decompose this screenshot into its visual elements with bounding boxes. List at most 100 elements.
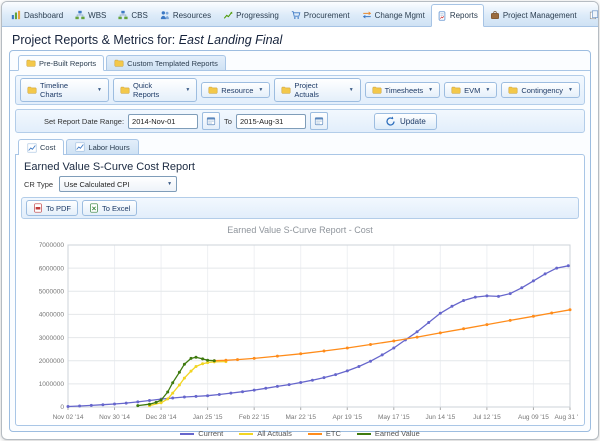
date-to-label: To xyxy=(224,116,232,126)
page-title-prefix: Project Reports & Metrics for: xyxy=(12,33,179,47)
chevron-down-icon: ▼ xyxy=(167,180,173,187)
top-tab-change-mgmt[interactable]: Change Mgmt xyxy=(356,4,431,26)
date-to-calendar-button[interactable] xyxy=(309,112,328,130)
to-excel-button[interactable]: To Excel xyxy=(82,200,138,216)
view-tabs: Cost Labor Hours xyxy=(10,133,590,155)
menu-label: EVM xyxy=(464,85,481,95)
folder-icon xyxy=(27,85,37,95)
caret-down-icon: ▼ xyxy=(485,86,491,93)
excel-icon xyxy=(89,203,99,213)
date-range-label: Set Report Date Range: xyxy=(44,116,125,126)
cr-type-label: CR Type xyxy=(24,179,54,189)
tab-pre-built-reports[interactable]: Pre-Built Reports xyxy=(18,55,105,71)
tab-custom-templated-reports[interactable]: Custom Templated Reports xyxy=(106,55,226,70)
menu-label: Project Actuals xyxy=(294,81,319,99)
tab-labor-hours[interactable]: Labor Hours xyxy=(66,139,139,154)
cr-type-select[interactable]: Use Calculated CPI ▼ xyxy=(59,176,178,192)
tab-label: Resources xyxy=(172,10,212,20)
button-label: To Excel xyxy=(102,203,131,213)
svg-text:Apr 19 '15: Apr 19 '15 xyxy=(333,414,363,421)
tab-label: Dashboard xyxy=(24,10,64,20)
project-actuals-menu[interactable]: Project Actuals ▼ xyxy=(274,78,361,102)
export-toolbar: To PDF To Excel xyxy=(21,197,579,219)
top-tab-dashboard[interactable]: Dashboard xyxy=(5,4,69,26)
pdf-icon xyxy=(33,203,43,213)
svg-text:Jan 25 '15: Jan 25 '15 xyxy=(193,414,223,421)
svg-text:2000000: 2000000 xyxy=(39,358,65,365)
timeline-charts-menu[interactable]: Timeline Charts ▼ xyxy=(20,78,109,102)
resource-menu[interactable]: Resource ▼ xyxy=(201,82,271,98)
update-button[interactable]: Update xyxy=(373,112,437,130)
calendar-icon xyxy=(314,116,324,126)
tab-label: Labor Hours xyxy=(88,142,130,152)
legend-item[interactable]: All Actuals xyxy=(239,429,292,438)
svg-text:Dec 28 '14: Dec 28 '14 xyxy=(146,414,177,421)
svg-text:4000000: 4000000 xyxy=(39,312,65,319)
menu-label: Contingency xyxy=(521,85,564,95)
reports-panel: Pre-Built Reports Custom Templated Repor… xyxy=(9,50,591,438)
date-to-input[interactable] xyxy=(235,113,306,129)
top-tab-project-management[interactable]: Project Management xyxy=(484,4,583,26)
project-name: East Landing Final xyxy=(178,33,283,47)
folder-icon xyxy=(114,58,124,68)
top-tab-procurement[interactable]: Procurement xyxy=(285,4,356,26)
legend-label: Earned Value xyxy=(374,429,420,438)
caret-down-icon: ▼ xyxy=(258,86,264,93)
folder-icon xyxy=(372,85,382,95)
tab-label: Progressing xyxy=(236,10,279,20)
tab-label: Custom Templated Reports xyxy=(127,58,218,68)
caret-down-icon: ▼ xyxy=(428,86,434,93)
legend-item[interactable]: ETC xyxy=(307,429,341,438)
svg-text:Jul 12 '15: Jul 12 '15 xyxy=(473,414,501,421)
cbs-icon xyxy=(118,10,128,20)
svg-text:7000000: 7000000 xyxy=(39,242,65,249)
wbs-icon xyxy=(75,10,85,20)
top-tab-wbs[interactable]: WBS xyxy=(69,4,112,26)
caret-down-icon: ▼ xyxy=(348,86,354,93)
tab-label: WBS xyxy=(88,10,107,20)
svg-text:5000000: 5000000 xyxy=(39,288,65,295)
timesheets-menu[interactable]: Timesheets ▼ xyxy=(364,82,441,98)
menu-label: Timeline Charts xyxy=(40,81,69,99)
evm-menu[interactable]: EVM ▼ xyxy=(444,82,498,98)
top-tab-resources[interactable]: Resources xyxy=(154,4,217,26)
scurve-chart: Earned Value S-Curve Report - Cost Nov 0… xyxy=(16,219,584,438)
refresh-icon xyxy=(385,116,396,127)
top-tab-reports[interactable]: Reports xyxy=(430,4,484,27)
chart-legend: Current All Actuals ETC Earned Value xyxy=(16,427,584,438)
report-tabs: Pre-Built Reports Custom Templated Repor… xyxy=(10,51,590,71)
to-pdf-button[interactable]: To PDF xyxy=(26,200,79,216)
legend-swatch xyxy=(307,432,322,435)
tab-cost[interactable]: Cost xyxy=(18,139,65,155)
folder-icon xyxy=(508,85,518,95)
dashboard-icon xyxy=(11,10,21,20)
svg-text:May 17 '15: May 17 '15 xyxy=(378,414,410,421)
quick-reports-menu[interactable]: Quick Reports ▼ xyxy=(112,78,198,102)
cost-report-panel: Earned Value S-Curve Cost Report CR Type… xyxy=(15,154,585,438)
legend-swatch xyxy=(239,432,254,435)
caret-down-icon: ▼ xyxy=(185,86,191,93)
contingency-menu[interactable]: Contingency ▼ xyxy=(501,82,580,98)
menu-label: Timesheets xyxy=(384,85,424,95)
legend-item[interactable]: Earned Value xyxy=(356,429,420,438)
folder-icon xyxy=(208,85,218,95)
resources-icon xyxy=(160,10,170,20)
tab-label: Pre-Built Reports xyxy=(39,58,97,68)
top-tab-progressing[interactable]: Progressing xyxy=(217,4,285,26)
top-tab-cbs[interactable]: CBS xyxy=(112,4,153,26)
top-tab-documents[interactable]: Documents xyxy=(583,4,599,26)
legend-item[interactable]: Current xyxy=(180,429,223,438)
top-tab-bar: Dashboard WBS CBS Resources Progressing … xyxy=(2,2,598,27)
svg-text:Feb 22 '15: Feb 22 '15 xyxy=(239,414,270,421)
svg-text:Mar 22 '15: Mar 22 '15 xyxy=(285,414,316,421)
line-chart-icon xyxy=(75,142,85,152)
date-from-input[interactable] xyxy=(128,113,199,129)
svg-text:Aug 09 '15: Aug 09 '15 xyxy=(518,414,549,421)
folder-icon xyxy=(451,85,461,95)
tab-label: Reports xyxy=(449,11,478,20)
legend-label: All Actuals xyxy=(257,429,292,438)
scurve-chart-plot: Nov 02 '14 Nov 30 '14 Dec 28 '14 Jan 25 '15… xyxy=(39,242,578,421)
date-from-calendar-button[interactable] xyxy=(202,112,221,130)
svg-text:Nov 30 '14: Nov 30 '14 xyxy=(99,414,130,421)
